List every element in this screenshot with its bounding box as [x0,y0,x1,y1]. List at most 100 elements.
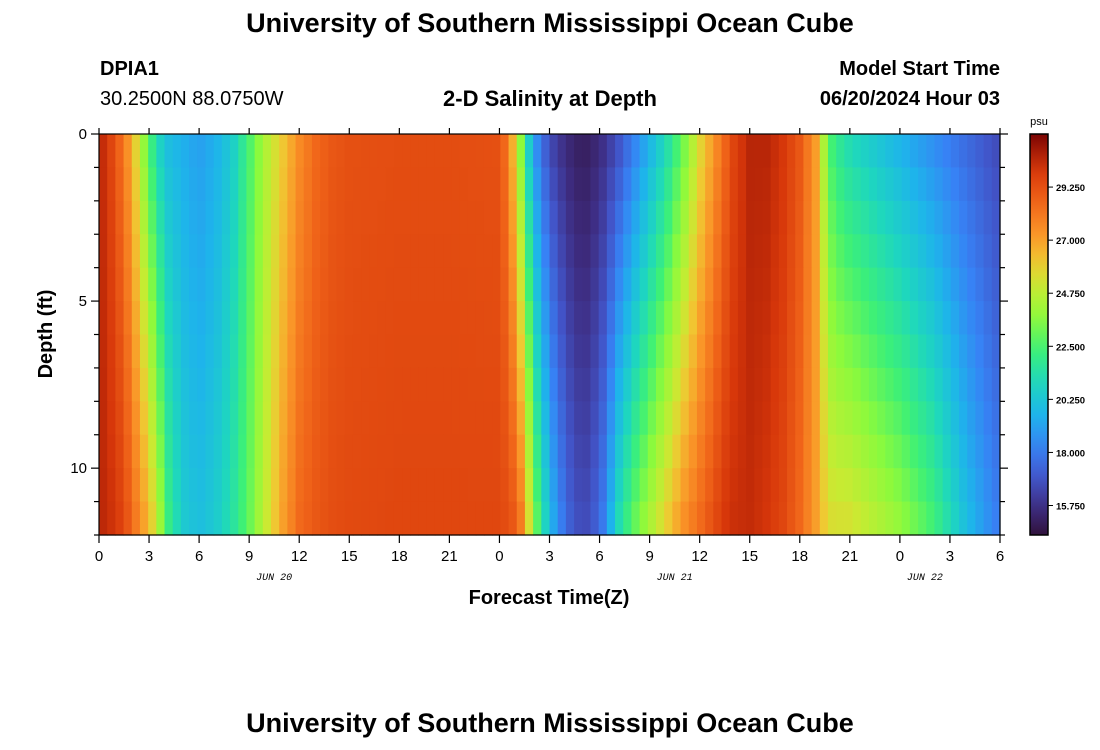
heatmap-cell [754,501,764,536]
heatmap-cell [418,200,428,235]
heatmap-cell [336,434,346,469]
heatmap-cell [688,434,698,469]
heatmap-cell [729,501,739,536]
heatmap-cell [696,134,706,169]
heatmap-cell [713,468,723,503]
heatmap-cell [688,167,698,202]
heatmap-cell [524,200,534,235]
heatmap-cell [959,468,968,503]
heatmap-cell [991,200,1001,235]
heatmap-cell [197,134,207,169]
heatmap-cell [737,367,747,402]
heatmap-cell [959,334,968,369]
heatmap-cell [664,367,673,402]
heatmap-cell [221,267,231,302]
heatmap-cell [131,167,141,202]
heatmap-cell [344,468,354,503]
heatmap-cell [271,401,280,436]
heatmap-cell [320,267,329,302]
heatmap-cell [901,134,911,169]
heatmap-cell [377,501,387,536]
heatmap-cell [508,267,518,302]
heatmap-cell [705,401,714,436]
colorbar-tick-label: 24.750 [1056,289,1085,300]
heatmap-cell [205,234,215,269]
heatmap-cell [606,401,616,436]
heatmap-cell [180,200,190,235]
heatmap-cell [238,334,248,369]
heatmap-cell [557,501,567,536]
heatmap-cell [696,434,706,469]
heatmap-cell [230,301,239,336]
heatmap-cell [934,301,944,336]
heatmap-cell [139,301,149,336]
heatmap-cell [680,367,690,402]
heatmap-cell [754,234,764,269]
x-date-label: JUN 20 [256,573,292,584]
heatmap-cell [655,234,665,269]
heatmap-cell [574,367,583,402]
heatmap-cell [737,401,747,436]
heatmap-cell [508,200,518,235]
heatmap-cell [639,468,649,503]
heatmap-cell [443,234,452,269]
heatmap-cell [991,167,1001,202]
heatmap-cell [475,468,485,503]
heatmap-cell [451,334,460,369]
heatmap-cell [475,334,485,369]
heatmap-cells [99,134,1001,536]
heatmap-cell [107,134,116,169]
heatmap-cell [868,468,878,503]
heatmap-cell [311,468,321,503]
heatmap-cell [500,134,510,169]
heatmap-cell [385,200,395,235]
heatmap-cell [631,167,641,202]
heatmap-cell [189,267,198,302]
heatmap-cell [672,167,682,202]
heatmap-cell [451,267,460,302]
heatmap-cell [483,334,493,369]
heatmap-cell [172,334,182,369]
heatmap-cell [557,334,567,369]
heatmap-cell [795,134,805,169]
heatmap-cell [541,234,551,269]
heatmap-cell [426,334,436,369]
heatmap-cell [991,468,1001,503]
heatmap-cell [361,334,370,369]
colorbar-tick-label: 27.000 [1056,236,1085,247]
x-tick-label: 3 [145,548,153,565]
heatmap-cell [721,334,731,369]
heatmap-cell [918,167,927,202]
heatmap-cell [254,234,264,269]
heatmap-cell [369,434,379,469]
heatmap-cell [516,167,526,202]
heatmap-cell [492,401,501,436]
heatmap-cell [574,501,583,536]
heatmap-cell [713,334,723,369]
heatmap-cell [696,468,706,503]
heatmap-cell [410,234,420,269]
heatmap-cell [934,401,944,436]
heatmap-cell [803,267,813,302]
heatmap-cell [205,501,215,536]
heatmap-cell [295,401,305,436]
heatmap-cell [664,267,673,302]
heatmap-cell [361,134,370,169]
heatmap-cell [475,401,485,436]
colorbar-tick-label: 29.250 [1056,183,1085,194]
heatmap-cell [983,501,993,536]
heatmap-cell [754,301,764,336]
heatmap-cell [598,134,608,169]
heatmap-cell [541,267,551,302]
heatmap-cell [770,200,780,235]
heatmap-cell [836,301,845,336]
heatmap-cell [934,501,944,536]
heatmap-cell [361,401,370,436]
heatmap-cell [148,367,157,402]
heatmap-cell [320,334,329,369]
heatmap-cell [737,200,747,235]
heatmap-cell [221,334,231,369]
heatmap-cell [197,401,207,436]
heatmap-cell [123,267,133,302]
heatmap-cell [533,167,542,202]
